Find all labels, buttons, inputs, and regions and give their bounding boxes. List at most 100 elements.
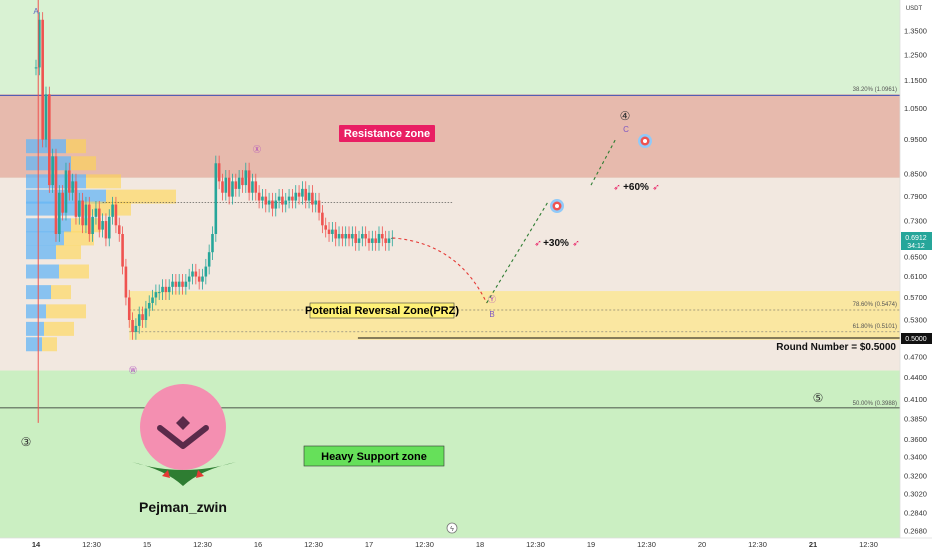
levels-layer xyxy=(0,94,900,409)
volume-bar xyxy=(51,285,71,300)
time-tick-label: 12:30 xyxy=(859,540,878,549)
candle-body xyxy=(81,200,84,226)
candle-body xyxy=(214,163,218,235)
price-tick-label: 0.3020 xyxy=(904,489,927,498)
volume-bar xyxy=(66,139,86,154)
neutral-band xyxy=(0,177,900,371)
currency-label: USDT xyxy=(906,6,923,12)
candle-body xyxy=(41,19,44,140)
price-tick-label: 0.4400 xyxy=(904,373,927,382)
wave-label-x: Ⓧ xyxy=(253,145,261,154)
candle-body xyxy=(124,266,128,298)
candle-body xyxy=(111,204,114,217)
zone-2 xyxy=(0,370,900,541)
candle-body xyxy=(287,196,291,201)
candle-body xyxy=(137,314,141,326)
candle-body xyxy=(194,271,198,277)
candle-body xyxy=(227,177,231,197)
candle-body xyxy=(114,204,118,226)
svg-text:➶: ➶ xyxy=(613,182,621,192)
candle-body xyxy=(97,208,101,230)
price-tick-label: 0.3200 xyxy=(904,471,927,480)
lightning-icon[interactable]: ϟ xyxy=(446,522,458,534)
brand-logo xyxy=(132,384,236,486)
candle-body xyxy=(291,196,294,201)
current-price-tag: 0.6912 34:12 xyxy=(901,232,932,250)
candle-body xyxy=(294,192,298,201)
wave-label-c: C xyxy=(623,125,629,134)
time-axis[interactable]: 14 12:30 15 12:30 16 12:30 17 12:30 18 12:30 19 12:… xyxy=(0,537,932,550)
candle-body xyxy=(131,319,134,332)
candle-body xyxy=(177,281,181,287)
price-tick-label: 0.5700 xyxy=(904,293,927,302)
candle-body xyxy=(211,234,214,253)
candle-body xyxy=(74,181,78,217)
candle-body xyxy=(257,192,261,201)
price-tick-label: 0.2680 xyxy=(904,526,927,535)
candle-body xyxy=(121,234,124,267)
candle-body xyxy=(201,276,204,282)
price-axis[interactable]: USDT 1.3500 1.2500 1.1500 1.0500 0.9500 0.850… xyxy=(899,0,932,538)
volume-bar xyxy=(64,231,94,246)
candle-body xyxy=(174,281,178,287)
candle-body xyxy=(267,200,271,205)
candle-body xyxy=(61,192,64,213)
candle-body xyxy=(377,234,381,243)
price-tick-label: 0.2840 xyxy=(904,508,927,517)
time-tick-label: 12:30 xyxy=(748,540,767,549)
candle-body xyxy=(324,225,328,230)
candle-body xyxy=(264,196,268,205)
time-tick-label: 12:30 xyxy=(526,540,545,549)
candle-body xyxy=(161,286,164,293)
candle-body xyxy=(147,302,151,309)
wave-label-b: B xyxy=(489,310,494,319)
wave-label-3: ③ xyxy=(21,435,32,449)
candle-body xyxy=(371,238,374,243)
zone-0 xyxy=(0,94,900,178)
svg-text:+30%: +30% xyxy=(543,238,569,249)
candle-body xyxy=(374,238,377,243)
candle-body xyxy=(157,292,161,294)
time-tick-label: 15 xyxy=(143,540,151,549)
brand-name: Pejman_zwin xyxy=(139,499,227,515)
fib-label-50: 50.00% (0.3988) xyxy=(853,401,897,407)
candle-body xyxy=(34,67,38,69)
candle-body xyxy=(94,208,98,217)
time-tick-label: 18 xyxy=(476,540,484,549)
svg-text:Resistance zone: Resistance zone xyxy=(344,128,430,140)
time-tick-label: 21 xyxy=(809,540,817,549)
candle-body xyxy=(151,297,154,303)
candle-body xyxy=(117,225,121,235)
svg-text:Heavy Support zone: Heavy Support zone xyxy=(321,451,427,463)
time-tick-label: 12:30 xyxy=(82,540,101,549)
candle-body xyxy=(144,308,148,320)
candle-body xyxy=(181,281,184,287)
candle-body xyxy=(231,181,234,197)
candle-body xyxy=(364,234,367,239)
price-tick-label: 1.3500 xyxy=(904,27,927,36)
volume-bar xyxy=(46,304,86,319)
volume-bar xyxy=(59,264,89,279)
candle-body xyxy=(314,200,318,205)
candle-body xyxy=(141,314,144,320)
candle-body xyxy=(184,281,188,287)
svg-text:ϟ: ϟ xyxy=(450,526,454,533)
candle-body xyxy=(104,221,108,239)
time-tick-label: 16 xyxy=(254,540,262,549)
candle-body xyxy=(54,156,58,235)
candle-body xyxy=(384,238,387,243)
candle-body xyxy=(344,234,347,239)
time-tick-label: 19 xyxy=(587,540,595,549)
round-price-tag: 0.5000 xyxy=(901,333,932,344)
price-tick-label: 0.5300 xyxy=(904,315,927,324)
volume-bar xyxy=(26,245,56,260)
price-tick-label: 0.3400 xyxy=(904,453,927,462)
candle-body xyxy=(271,200,274,209)
volume-bar xyxy=(44,321,74,336)
candle-body xyxy=(127,297,131,320)
candle-body xyxy=(254,181,258,193)
wave-label-4: ④ xyxy=(620,109,631,123)
round-number-label: Round Number = $0.5000 xyxy=(776,342,896,353)
svg-text:Potential Reversal Zone(PRZ): Potential Reversal Zone(PRZ) xyxy=(305,305,459,317)
